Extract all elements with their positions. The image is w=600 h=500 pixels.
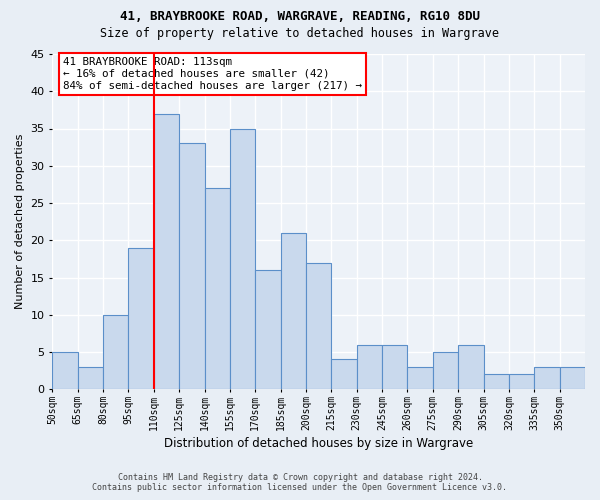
Y-axis label: Number of detached properties: Number of detached properties (15, 134, 25, 310)
Text: 41 BRAYBROOKE ROAD: 113sqm
← 16% of detached houses are smaller (42)
84% of semi: 41 BRAYBROOKE ROAD: 113sqm ← 16% of deta… (63, 58, 362, 90)
Bar (52, 352, 77, 389)
Bar (128, 248, 154, 389)
Bar (433, 352, 458, 389)
Bar (484, 374, 509, 389)
Bar (560, 367, 585, 389)
Bar (534, 367, 560, 389)
Bar (357, 344, 382, 389)
Bar (179, 144, 205, 389)
Bar (458, 344, 484, 389)
Bar (230, 128, 255, 389)
Bar (306, 262, 331, 389)
Bar (382, 344, 407, 389)
Text: Contains HM Land Registry data © Crown copyright and database right 2024.
Contai: Contains HM Land Registry data © Crown c… (92, 473, 508, 492)
X-axis label: Distribution of detached houses by size in Wargrave: Distribution of detached houses by size … (164, 437, 473, 450)
Bar (281, 233, 306, 389)
Bar (77, 367, 103, 389)
Bar (509, 374, 534, 389)
Bar (103, 315, 128, 389)
Text: Size of property relative to detached houses in Wargrave: Size of property relative to detached ho… (101, 28, 499, 40)
Bar (205, 188, 230, 389)
Text: 41, BRAYBROOKE ROAD, WARGRAVE, READING, RG10 8DU: 41, BRAYBROOKE ROAD, WARGRAVE, READING, … (120, 10, 480, 23)
Bar (154, 114, 179, 389)
Bar (255, 270, 281, 389)
Bar (407, 367, 433, 389)
Bar (331, 360, 357, 389)
